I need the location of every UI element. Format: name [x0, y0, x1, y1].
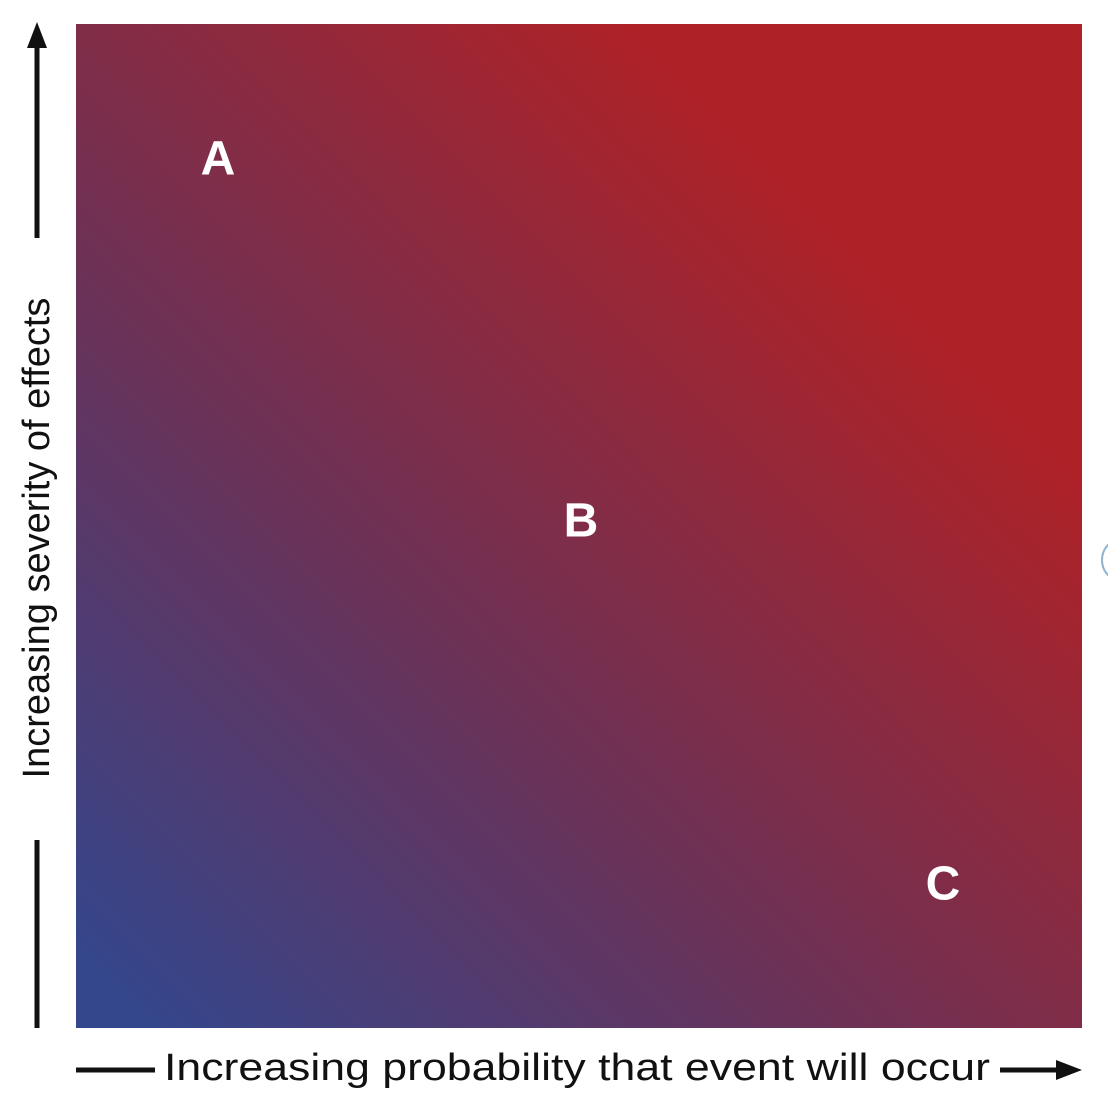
y-axis-arrowhead: [27, 22, 47, 48]
point-label: C: [926, 858, 961, 911]
point-label: B: [564, 495, 599, 548]
point-label: A: [201, 133, 236, 186]
risk-field: [76, 24, 1082, 1028]
x-axis-arrowhead: [1056, 1060, 1082, 1080]
x-axis-label: Increasing probability that event will o…: [164, 1047, 990, 1089]
y-axis-label: Increasing severity of effects: [16, 298, 58, 779]
edge-button[interactable]: [1101, 538, 1108, 582]
